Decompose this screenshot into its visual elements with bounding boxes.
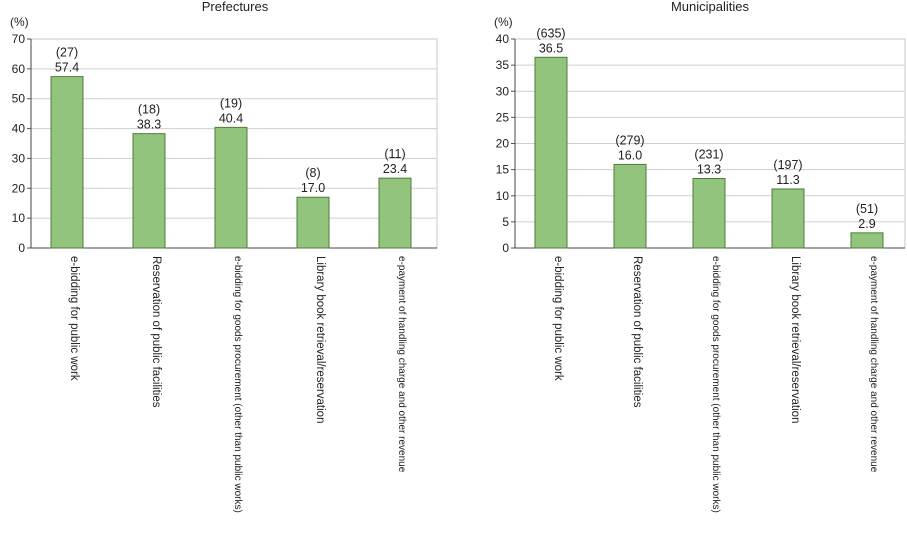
y-tick-label: 50 — [12, 92, 26, 106]
bar-value-label: 38.3 — [137, 118, 161, 132]
x-category-label: e-bidding for goods procurement (other t… — [232, 256, 243, 513]
bar-count-label: (51) — [856, 202, 878, 216]
chart-panel-1: 0 10 20 30 40 50 60 70 Prefectures (%) 57.4(27) e-b… — [10, 0, 438, 513]
y-tick-label: 15 — [496, 163, 510, 177]
y-axis-unit: (%) — [494, 15, 513, 29]
bar-count-label: (231) — [694, 148, 723, 162]
bar — [132, 133, 166, 249]
bar — [214, 126, 248, 249]
y-tick-label: 35 — [496, 58, 510, 72]
y-tick-label: 30 — [12, 151, 26, 165]
bar — [534, 56, 568, 249]
y-tick-label: 25 — [496, 110, 510, 124]
x-category-label: Reservation of public facilities — [150, 256, 162, 408]
bar — [771, 188, 805, 249]
y-tick-label: 0 — [502, 241, 509, 255]
bar-count-label: (19) — [220, 96, 242, 110]
bar-value-label: 57.4 — [55, 61, 79, 75]
chart-title: Municipalities — [671, 0, 750, 14]
y-tick-label: 10 — [12, 211, 26, 225]
bar-count-label: (11) — [384, 147, 405, 161]
bar-count-label: (635) — [536, 26, 565, 40]
x-category-label: e-bidding for public work — [552, 256, 564, 381]
bar-count-label: (27) — [56, 46, 78, 60]
bar-count-label: (8) — [305, 166, 320, 180]
bar-value-label: 2.9 — [858, 217, 875, 231]
bar-count-label: (279) — [615, 133, 644, 147]
bar — [613, 163, 647, 249]
y-axis-unit: (%) — [10, 15, 29, 29]
y-tick-label: 60 — [12, 62, 26, 76]
y-tick-label: 10 — [496, 189, 510, 203]
bar — [850, 232, 884, 249]
y-tick-label: 20 — [12, 181, 26, 195]
bar-value-label: 13.3 — [697, 163, 721, 177]
bar-value-label: 40.4 — [219, 111, 243, 125]
bar — [692, 178, 726, 249]
bar-value-label: 23.4 — [383, 162, 407, 176]
y-tick-label: 40 — [12, 122, 26, 136]
y-tick-label: 0 — [18, 241, 25, 255]
chart-title: Prefectures — [202, 0, 269, 14]
x-category-label: e-bidding for public work — [68, 256, 80, 381]
y-tick-label: 20 — [496, 137, 510, 151]
bar — [50, 76, 84, 249]
bar-count-label: (18) — [138, 103, 160, 117]
x-category-label: Library book retrieval/reservation — [789, 256, 801, 423]
x-category-label: Library book retrieval/reservation — [314, 256, 326, 423]
y-tick-label: 30 — [496, 84, 510, 98]
y-tick-label: 70 — [12, 32, 26, 46]
y-tick-label: 5 — [502, 215, 509, 229]
bar-value-label: 36.5 — [539, 41, 563, 55]
x-category-label: e-bidding for goods procurement (other t… — [710, 256, 721, 513]
bar-value-label: 16.0 — [618, 148, 642, 162]
bar — [296, 196, 330, 249]
chart-panel-2: 0 5 10 15 20 25 30 35 40 Municipalities (%) 36.5(63… — [494, 0, 906, 513]
bar-value-label: 17.0 — [301, 181, 325, 195]
bar — [378, 177, 412, 249]
x-category-label: e-payment of handling charge and other r… — [868, 256, 879, 473]
y-tick-label: 40 — [496, 32, 510, 46]
bar-value-label: 11.3 — [776, 173, 799, 187]
bar-count-label: (197) — [773, 158, 802, 172]
x-category-label: e-payment of handling charge and other r… — [396, 256, 407, 473]
x-category-label: Reservation of public facilities — [631, 256, 643, 408]
